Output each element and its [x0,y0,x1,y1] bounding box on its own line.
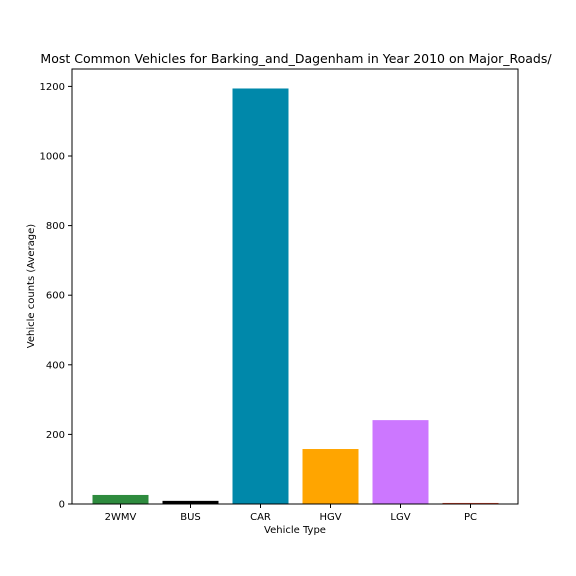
x-tick-label: LGV [390,512,410,523]
y-tick-label: 200 [46,430,65,441]
x-axis: 2WMV BUS CAR HGV LGV PC [105,504,477,523]
y-tick-label: 400 [46,360,65,371]
y-axis-label: Vehicle counts (Average) [26,224,37,349]
bar-hgv [302,449,359,504]
chart-title: Most Common Vehicles for Barking_and_Dag… [40,51,552,66]
x-tick-label: BUS [180,512,201,523]
x-tick-label: PC [464,512,477,523]
bar-pc [442,502,499,504]
x-tick-label: 2WMV [105,512,137,523]
bar-2wmv [92,494,149,504]
y-tick-label: 1000 [40,152,65,163]
y-tick-label: 0 [59,500,65,511]
y-tick-label: 800 [46,221,65,232]
bar-car [232,88,289,504]
x-tick-label: CAR [250,512,271,523]
bar-bus [162,500,219,504]
bar-lgv [372,420,429,504]
y-axis: 0 200 400 600 800 1000 1200 [40,82,72,511]
plot-frame [71,68,519,505]
y-tick-label: 600 [46,291,65,302]
bars [92,88,499,504]
y-tick-label: 1200 [40,82,65,93]
x-axis-label: Vehicle Type [264,525,326,536]
x-tick-label: HGV [319,512,341,523]
